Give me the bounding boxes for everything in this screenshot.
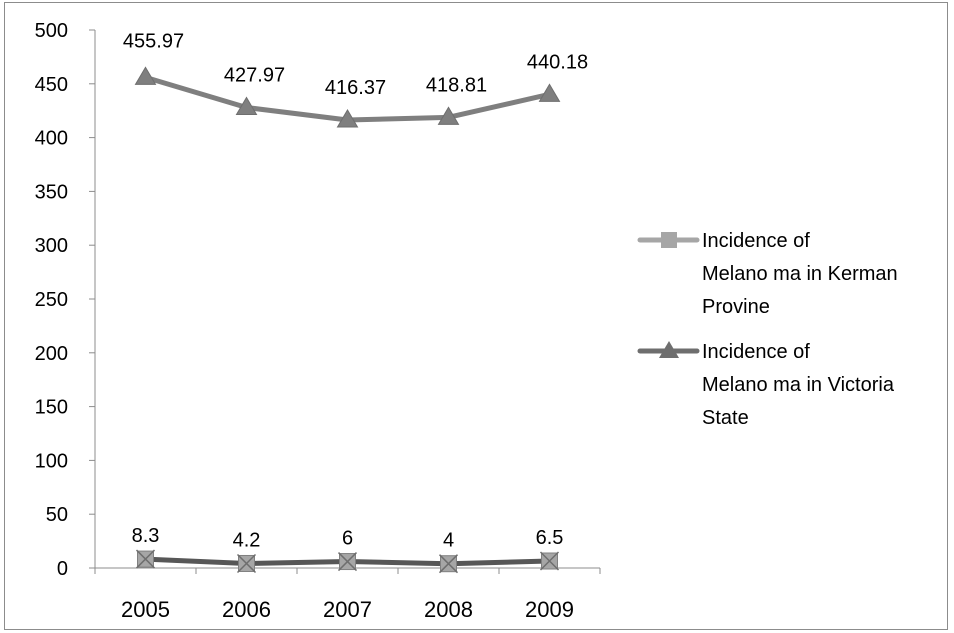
y-tick-label: 0: [57, 558, 68, 580]
x-tick-label: 2006: [222, 597, 271, 622]
x-tick-label: 2005: [121, 597, 170, 622]
legend-label-0: Melano ma in Kerman: [702, 263, 898, 285]
legend-label-0: Incidence of: [702, 230, 810, 252]
axes: 0 50 100 150 200 250 300 350 400 450 500 2005 2006 20…: [35, 20, 601, 622]
data-labels: 8.3 4.2 6 4 6.5 455.97 427.97 416.37 418.81 440.1…: [123, 30, 588, 551]
data-label-0: 4: [443, 530, 454, 552]
data-label-0: 6.5: [536, 527, 564, 549]
y-tick-label: 50: [46, 504, 68, 526]
data-point-1: [235, 96, 258, 116]
data-label-1: 418.81: [426, 74, 487, 96]
data-point-1: [134, 66, 157, 85]
data-point-1: [538, 83, 561, 102]
legend: Incidence of Melano ma in Kerman Provine In…: [637, 230, 898, 429]
y-tick-label: 100: [35, 450, 68, 472]
legend-label-0: Provine: [702, 296, 770, 318]
data-label-0: 4.2: [233, 529, 261, 551]
legend-label-1: State: [702, 407, 749, 429]
legend-label-1: Incidence of: [702, 341, 810, 363]
data-label-1: 427.97: [224, 65, 285, 87]
data-point-0-cross: [539, 551, 560, 571]
data-label-1: 440.18: [527, 51, 588, 73]
data-label-0: 8.3: [132, 525, 160, 547]
data-label-1: 416.37: [325, 77, 386, 99]
legend-marker-1: [659, 341, 679, 358]
y-tick-label: 250: [35, 289, 68, 311]
data-point-0-cross: [236, 553, 257, 574]
data-point-0-cross: [135, 549, 156, 569]
data-label-1: 455.97: [123, 30, 184, 52]
y-tick-label: 450: [35, 74, 68, 96]
y-tick-label: 150: [35, 397, 68, 419]
y-tick-label: 200: [35, 343, 68, 365]
x-tick-label: 2008: [424, 597, 473, 622]
legend-marker-0: [661, 232, 677, 248]
x-tick-label: 2007: [323, 597, 372, 622]
legend-label-1: Melano ma in Victoria: [702, 374, 895, 396]
data-point-1: [437, 106, 460, 125]
series-layer: [134, 66, 561, 574]
data-point-0-cross: [337, 552, 358, 572]
data-point-1: [336, 108, 359, 128]
data-label-0: 6: [342, 528, 353, 550]
y-tick-label: 350: [35, 181, 68, 203]
chart-frame: [4, 2, 948, 630]
y-tick-label: 500: [35, 20, 68, 42]
y-tick-label: 300: [35, 235, 68, 257]
data-point-0-cross: [438, 554, 459, 574]
y-tick-label: 400: [35, 128, 68, 150]
x-tick-label: 2009: [525, 597, 574, 622]
